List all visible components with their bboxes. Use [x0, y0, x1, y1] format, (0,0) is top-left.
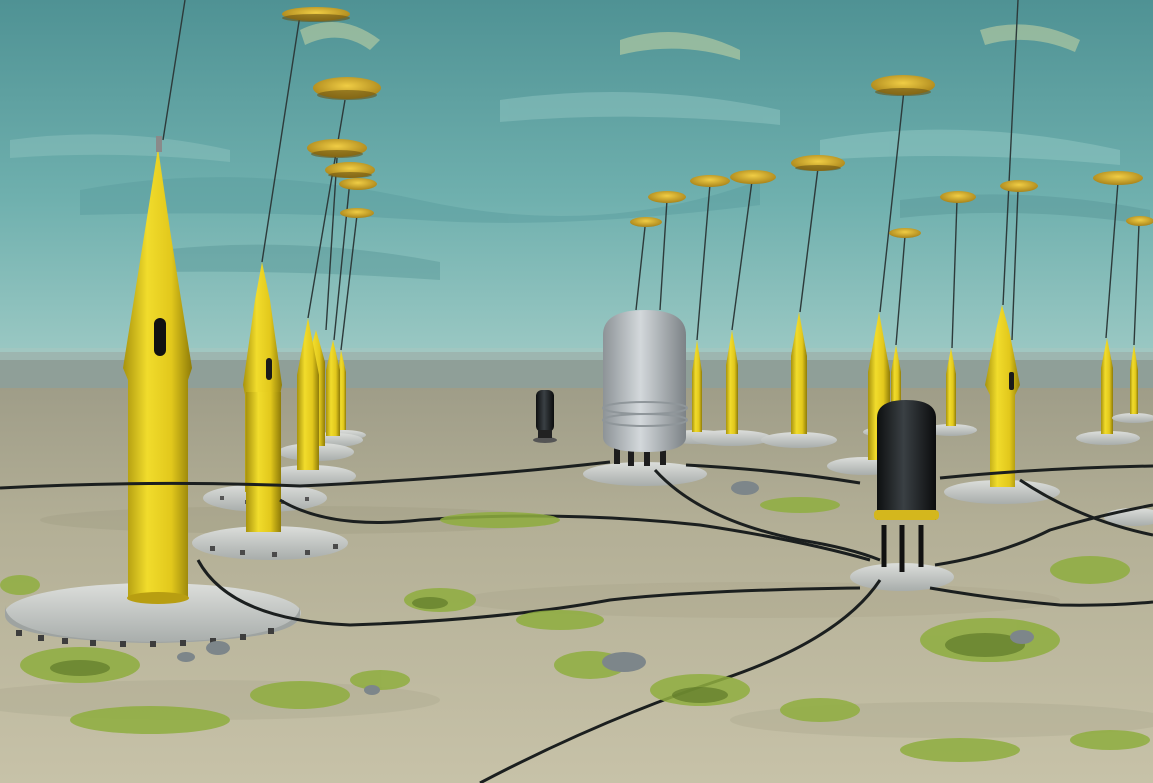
buoy-icon	[192, 526, 348, 560]
connector-hub	[850, 400, 954, 591]
float-icon	[730, 170, 776, 184]
float-icon	[1093, 171, 1143, 185]
float-icon	[630, 217, 662, 227]
float-icon	[313, 77, 381, 100]
seabed-cables	[0, 460, 1153, 783]
float-icon	[282, 7, 350, 22]
buoy-icon	[5, 136, 301, 647]
float-icon	[1000, 180, 1038, 192]
float-icon	[307, 139, 367, 158]
tether-lines	[162, 0, 1140, 351]
buoy-icon	[692, 330, 772, 446]
float-icon	[871, 75, 935, 96]
pressure-vessel	[583, 310, 707, 486]
rocks	[177, 481, 1034, 695]
float-icon	[940, 191, 976, 203]
buoy-icon	[246, 392, 281, 532]
far-buoys	[663, 312, 1153, 448]
buoy-icon	[1076, 338, 1140, 445]
float-icon	[340, 208, 374, 218]
float-icon	[690, 175, 730, 187]
float-icon	[791, 155, 845, 171]
buoy-icon	[925, 348, 977, 436]
float-icon	[339, 178, 377, 190]
junction-post	[533, 390, 557, 443]
left-buoy-row	[5, 136, 366, 647]
buoy-icon	[264, 318, 356, 487]
seagrass-dark	[50, 597, 1025, 703]
float-icon	[1126, 216, 1153, 226]
surface-floats	[282, 7, 1153, 238]
buoy-icon	[761, 312, 837, 448]
float-icon	[648, 191, 686, 203]
float-icon	[889, 228, 921, 238]
buoy-icon	[1112, 345, 1153, 423]
float-icon	[325, 162, 375, 178]
